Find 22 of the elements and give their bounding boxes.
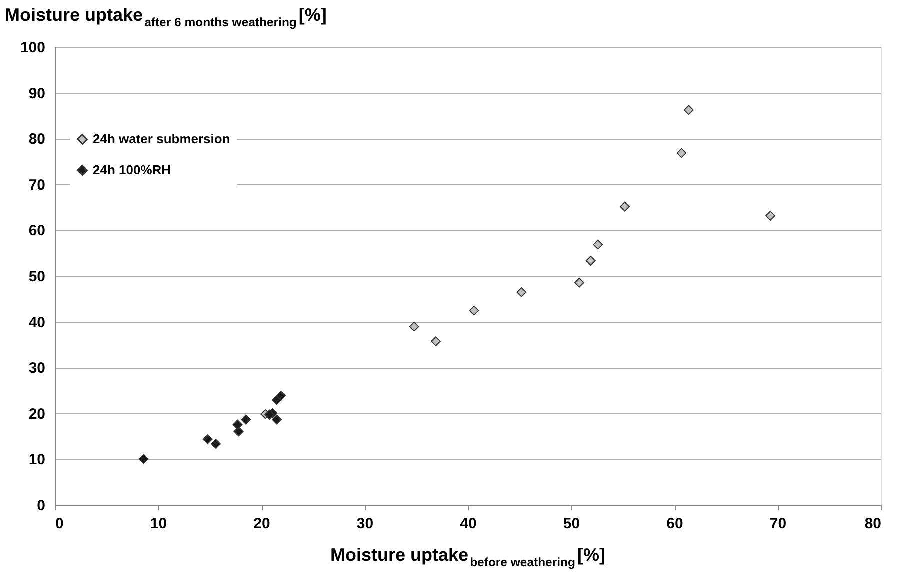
legend-label: 24h water submersion [93,132,230,146]
y-tick-label: 100 [20,40,46,56]
y-tick-label: 70 [28,176,46,194]
x-tick-label: 60 [666,516,684,532]
x-tick-label: 70 [770,516,787,532]
x-tick-label: 0 [56,516,64,532]
y-tick-label: 80 [28,131,46,148]
x-tick-label: 80 [864,516,882,532]
y-tick-label: 40 [28,314,46,332]
x-tick-label: 50 [563,516,580,532]
x-tick-label: 20 [254,516,270,532]
y-tick-label: 0 [37,498,46,514]
legend-label: 24h 100%RH [93,162,172,178]
y-tick-label: 50 [28,268,46,286]
y-tick-label: 10 [28,452,46,469]
y-tick-label: 90 [28,85,46,102]
y-tick-label: 60 [28,222,46,240]
x-tick-label: 40 [460,516,477,532]
y-tick-label: 30 [28,360,46,378]
x-tick-label: 10 [150,516,168,532]
x-tick-label: 30 [356,516,374,532]
y-tick-label: 20 [28,406,46,423]
